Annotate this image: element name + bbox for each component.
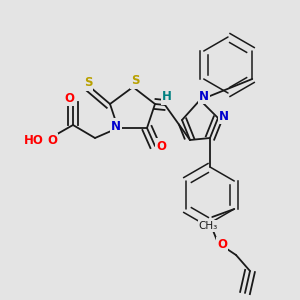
Text: S: S — [131, 74, 139, 88]
Text: CH₃: CH₃ — [199, 221, 218, 231]
Text: HO: HO — [24, 134, 44, 148]
Text: N: N — [219, 110, 229, 122]
Text: H: H — [162, 91, 172, 103]
Text: S: S — [84, 76, 92, 89]
Text: N: N — [111, 119, 121, 133]
Text: O: O — [217, 238, 227, 251]
Text: O: O — [64, 92, 74, 104]
Text: O: O — [156, 140, 166, 152]
Text: O: O — [47, 134, 57, 148]
Text: N: N — [199, 89, 209, 103]
